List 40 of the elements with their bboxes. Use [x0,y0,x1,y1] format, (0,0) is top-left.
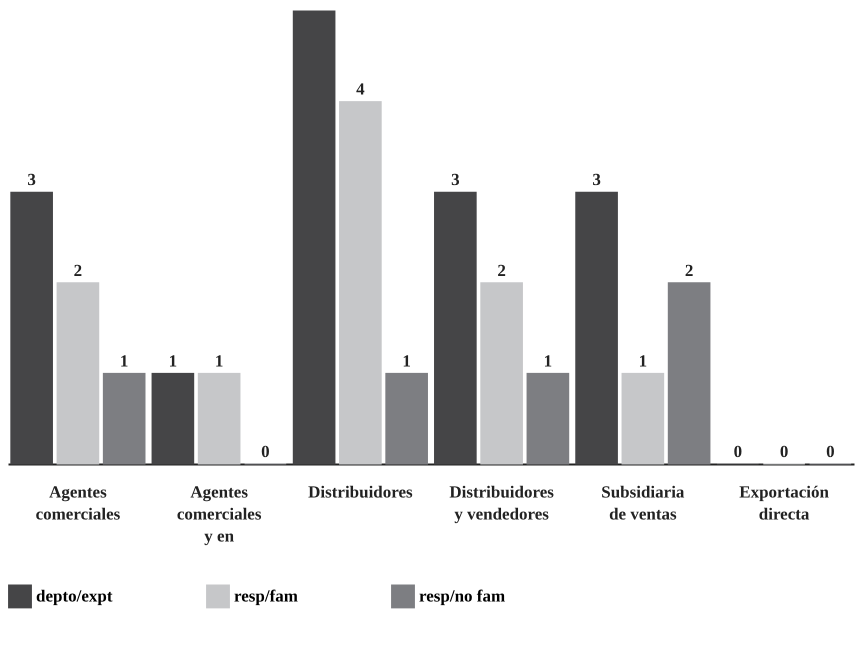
bar [292,10,336,464]
data-label: 3 [27,170,36,190]
bar [198,372,240,464]
x-tick-label: Distribuidores y vendedores [449,482,554,524]
bar [385,372,428,464]
bar [575,192,618,464]
data-label: 0 [780,442,788,461]
bar [434,192,477,464]
x-tick-label: Distribuidores [308,482,414,502]
legend-label: resp/no fam [419,586,506,606]
data-label: 4 [356,80,366,99]
data-label: 1 [544,351,552,370]
bar [526,372,570,464]
data-label: 2 [497,260,506,280]
bar [668,282,710,464]
bar [10,192,53,464]
x-tick-label: Agentes comerciales y en [176,482,262,546]
bar [56,282,100,464]
x-tick-label: Agentes comerciales [36,482,121,524]
legend-label: resp/fam [234,586,298,606]
data-label: 1 [638,351,648,370]
data-label: 1 [214,351,224,370]
legend-label: depto/expt [36,586,113,606]
bar [102,372,146,464]
data-label: 2 [74,260,82,280]
bar [152,372,194,464]
data-label: 3 [592,170,601,190]
data-label: 0 [734,442,742,461]
x-tick-label: Subsidiaria de ventas [601,482,685,524]
bar [339,101,382,464]
x-tick-label: Exportación directa [739,482,830,524]
data-label: 1 [402,351,411,370]
data-label: 0 [261,442,270,461]
data-label: 1 [120,351,128,370]
data-label: 1 [168,351,178,370]
data-label: 3 [451,170,460,190]
bar [480,282,523,464]
bar [622,372,664,464]
data-label: 0 [826,442,835,461]
data-label: 2 [684,260,694,280]
